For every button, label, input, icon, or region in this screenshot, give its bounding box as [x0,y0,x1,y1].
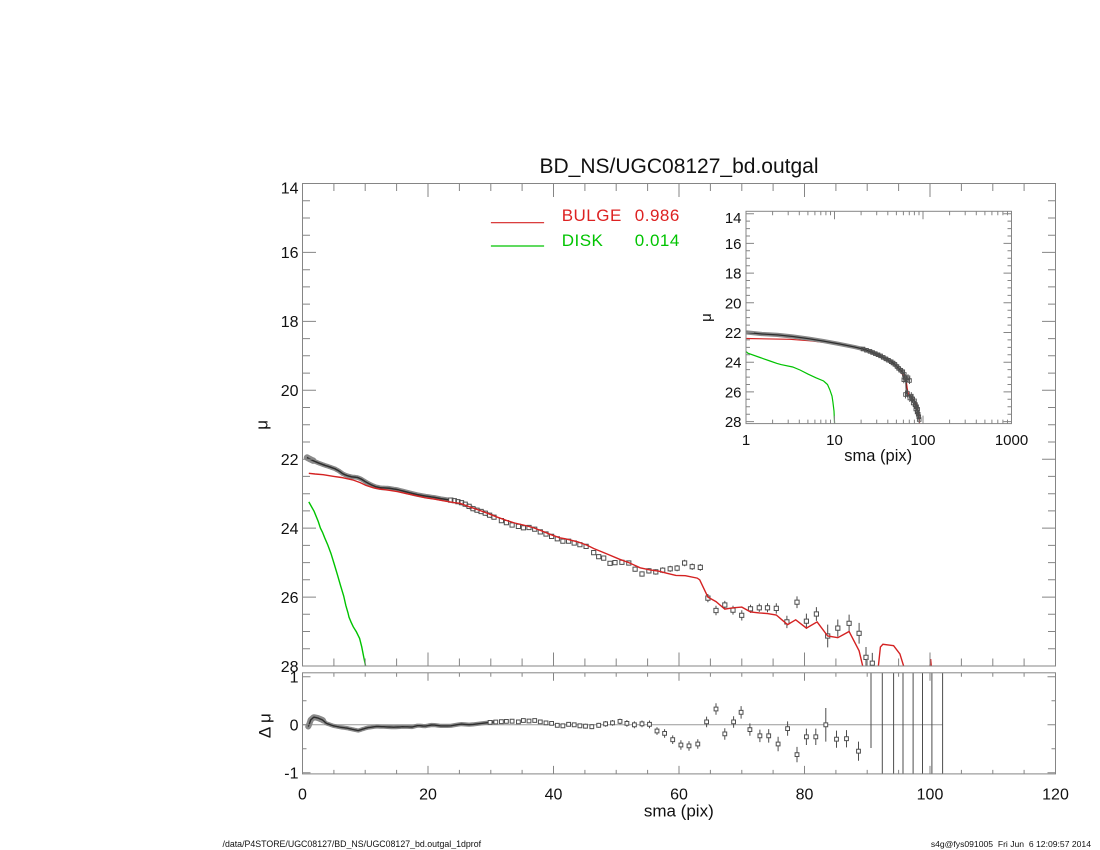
svg-text:0.014: 0.014 [635,231,680,250]
svg-text:/data/P4STORE/UGC08127/BD_NS/U: /data/P4STORE/UGC08127/BD_NS/UGC08127_bd… [223,839,482,849]
svg-text:14: 14 [725,210,742,227]
svg-text:28: 28 [725,414,742,431]
svg-text:0: 0 [298,787,307,804]
svg-text:24: 24 [725,355,742,372]
svg-text:-1: -1 [284,766,298,783]
svg-text:100: 100 [910,432,935,449]
svg-text:22: 22 [281,452,299,469]
svg-text:DISK: DISK [562,231,604,250]
svg-text:18: 18 [281,314,299,331]
svg-text:24: 24 [281,521,299,538]
svg-text:s4g@fys091005 Fri Jun 6 12:0: s4g@fys091005 Fri Jun 6 12:09:57 2014 [931,839,1091,849]
svg-text:20: 20 [419,787,437,804]
svg-text:20: 20 [725,295,742,312]
svg-text:sma (pix): sma (pix) [844,447,912,465]
svg-text:μ: μ [253,420,272,430]
svg-text:BD_NS/UGC08127_bd.outgal: BD_NS/UGC08127_bd.outgal [539,155,818,178]
svg-text:1: 1 [290,670,299,687]
svg-text:100: 100 [917,787,944,804]
svg-text:0.986: 0.986 [635,206,680,225]
svg-text:20: 20 [281,383,299,400]
svg-text:26: 26 [281,590,299,607]
svg-text:40: 40 [545,787,563,804]
svg-text:16: 16 [725,236,742,253]
svg-text:60: 60 [670,787,688,804]
svg-text:14: 14 [281,181,299,198]
svg-text:18: 18 [725,266,742,283]
svg-text:sma (pix): sma (pix) [644,802,714,821]
svg-text:μ: μ [698,313,715,322]
svg-text:28: 28 [281,659,299,676]
svg-text:1000: 1000 [995,432,1028,449]
svg-text:26: 26 [725,384,742,401]
svg-text:80: 80 [796,787,814,804]
svg-text:120: 120 [1042,787,1069,804]
svg-text:16: 16 [281,245,299,262]
svg-text:22: 22 [725,325,742,342]
svg-text:10: 10 [826,432,843,449]
svg-text:0: 0 [290,718,299,735]
svg-text:1: 1 [742,432,750,449]
svg-text:Δ μ: Δ μ [256,713,275,738]
svg-text:BULGE: BULGE [562,206,622,225]
